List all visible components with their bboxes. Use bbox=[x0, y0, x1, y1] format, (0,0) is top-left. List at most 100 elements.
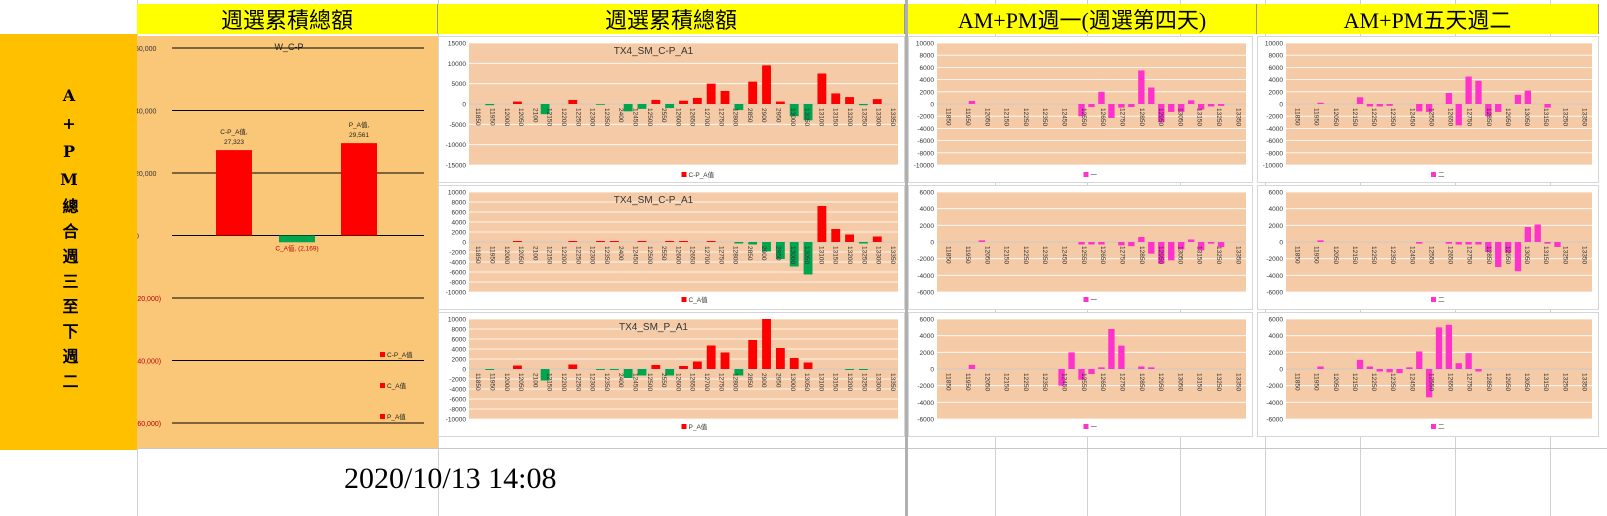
x-tick-label: 12700 bbox=[703, 373, 710, 391]
summary-chart-area: 60,000 40,000 20,000 0 (20,000) (40,000) (60,0… bbox=[135, 36, 438, 448]
y-tick-label: -15000 bbox=[446, 163, 467, 170]
x-tick-label: 12250 bbox=[574, 108, 581, 126]
bar bbox=[775, 101, 785, 104]
bar bbox=[1435, 327, 1443, 369]
bar bbox=[1544, 104, 1551, 108]
x-tick-label: 13250 bbox=[1215, 246, 1222, 264]
x-tick-label: 12050 bbox=[1332, 246, 1339, 264]
x-tick-label: 12950 bbox=[1157, 108, 1164, 126]
legend-entry: 二 bbox=[1438, 424, 1445, 431]
x-tick-label: 12650 bbox=[1447, 246, 1454, 264]
legend-entry: C_A值 bbox=[689, 295, 709, 304]
x-tick-label: 12600 bbox=[674, 246, 681, 264]
x-tick-label: 13150 bbox=[1542, 108, 1549, 126]
bar bbox=[1207, 104, 1215, 107]
x-tick-label: 12450 bbox=[631, 373, 638, 391]
y-tick-label: -8000 bbox=[449, 407, 466, 414]
bar bbox=[720, 352, 730, 369]
x-tick-label: 13150 bbox=[832, 108, 839, 126]
y-tick-label: 4000 bbox=[1269, 333, 1284, 340]
chart-title: TX4_SM_C-P_A1 bbox=[614, 195, 694, 206]
bar bbox=[1178, 242, 1185, 250]
bar bbox=[692, 97, 702, 104]
legend-entry: C_A值 bbox=[387, 381, 407, 390]
y-tick-label: 10000 bbox=[448, 61, 466, 68]
bar bbox=[1406, 367, 1413, 369]
bar bbox=[1178, 104, 1185, 112]
x-tick-label: 13250 bbox=[860, 108, 867, 126]
x-tick-label: 12050 bbox=[983, 373, 990, 391]
bar bbox=[1158, 242, 1165, 264]
x-tick-label: 2950 bbox=[774, 108, 781, 123]
x-tick-label: 12450 bbox=[631, 108, 638, 126]
bar bbox=[540, 104, 550, 115]
bar bbox=[679, 366, 688, 369]
y-tick-label: 8000 bbox=[452, 327, 467, 334]
x-tick-label: 12850 bbox=[1485, 108, 1492, 126]
x-tick-label: 13250 bbox=[1561, 108, 1568, 126]
y-tick-label: -2000 bbox=[1266, 114, 1283, 121]
x-tick-label: 13000 bbox=[789, 108, 796, 126]
y-tick-label: -6000 bbox=[1266, 138, 1283, 145]
y-tick-label: 2000 bbox=[452, 357, 467, 364]
legend-entry: 一 bbox=[1091, 424, 1098, 431]
y-tick-label: 15000 bbox=[448, 41, 466, 48]
header-cell-2: 週選累積總額 bbox=[438, 4, 905, 34]
bar bbox=[1396, 369, 1403, 374]
bar bbox=[609, 241, 619, 242]
x-tick-label: 12600 bbox=[674, 108, 681, 126]
y-tick-label: 2000 bbox=[920, 89, 935, 96]
x-tick-label: 12650 bbox=[1447, 373, 1454, 391]
x-tick-label: 12300 bbox=[589, 246, 596, 264]
bar bbox=[1485, 104, 1492, 117]
chart-title: W_C-P bbox=[275, 42, 304, 52]
bar bbox=[1088, 369, 1095, 374]
x-tick-label: 12050 bbox=[517, 373, 524, 391]
bar bbox=[803, 242, 813, 275]
x-tick-label: 13100 bbox=[817, 373, 824, 391]
x-tick-label: 2400 bbox=[617, 246, 624, 261]
side-label-cell: A+PM總合週三至下週二 bbox=[0, 34, 137, 450]
x-tick-label: 13000 bbox=[789, 373, 796, 391]
bar bbox=[1138, 70, 1145, 104]
x-tick-label: 12050 bbox=[983, 246, 990, 264]
x-tick-label: 13250 bbox=[1215, 108, 1222, 126]
y-tick-label: 4000 bbox=[452, 220, 467, 227]
x-tick-label: 13050 bbox=[1176, 108, 1183, 126]
y-tick-label: -6000 bbox=[917, 290, 934, 297]
x-tick-label: 12250 bbox=[1022, 246, 1029, 264]
x-tick-label: 12150 bbox=[1351, 108, 1358, 126]
bar bbox=[1118, 104, 1125, 108]
y-tick-label: -4000 bbox=[1266, 126, 1283, 133]
x-tick-label: 13250 bbox=[860, 246, 867, 264]
x-tick-label: 13250 bbox=[1561, 246, 1568, 264]
x-tick-label: 12750 bbox=[717, 108, 724, 126]
y-tick-label: -10000 bbox=[914, 163, 935, 170]
chart-panel-mon-3: 6000 4000 2000 0 -2000 -4000 -6000 11850 11950 12… bbox=[908, 312, 1253, 437]
bar bbox=[1445, 324, 1453, 369]
bar bbox=[1425, 369, 1433, 398]
x-tick-label: 12800 bbox=[732, 108, 739, 126]
x-tick-label: 12550 bbox=[1427, 246, 1434, 264]
x-tick-label: 2400 bbox=[617, 373, 624, 388]
bar bbox=[748, 81, 758, 104]
bar bbox=[1416, 104, 1423, 112]
x-tick-label: 12550 bbox=[1080, 246, 1087, 264]
x-tick-label: 13150 bbox=[1196, 373, 1203, 391]
y-tick-label: -6000 bbox=[917, 417, 934, 424]
bar bbox=[1207, 242, 1215, 244]
y-tick-label: -8000 bbox=[917, 150, 934, 157]
x-tick-label: 12750 bbox=[717, 373, 724, 391]
bar bbox=[1514, 94, 1522, 104]
bar bbox=[1475, 369, 1482, 372]
x-tick-label: 12350 bbox=[603, 373, 610, 391]
bar bbox=[1495, 242, 1502, 267]
bar bbox=[1148, 367, 1155, 369]
x-tick-label: 12650 bbox=[689, 108, 696, 126]
legend-swatch bbox=[681, 424, 687, 429]
y-tick-label: -6000 bbox=[1266, 290, 1283, 297]
y-tick-label: -4000 bbox=[449, 387, 466, 394]
bar bbox=[831, 229, 841, 242]
y-tick-label: 8000 bbox=[1269, 53, 1284, 60]
bar bbox=[679, 100, 688, 104]
